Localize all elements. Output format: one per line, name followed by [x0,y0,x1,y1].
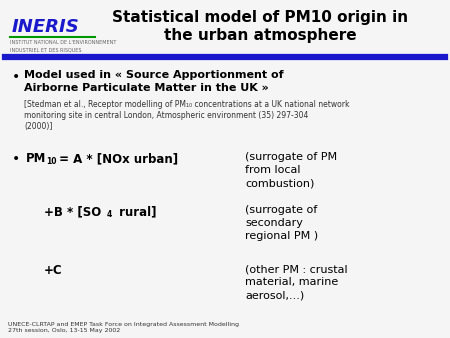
Text: +B * [SO: +B * [SO [44,205,101,218]
Text: Statistical model of PM10 origin in: Statistical model of PM10 origin in [112,10,408,25]
Text: 10: 10 [46,157,57,166]
Text: [Stedman et al., Receptor modelling of PM₁₀ concentrations at a UK national netw: [Stedman et al., Receptor modelling of P… [24,100,350,131]
Text: (surrogate of
secondary
regional PM ): (surrogate of secondary regional PM ) [245,205,318,241]
Text: 4: 4 [107,210,112,219]
Text: INDUSTRIEL ET DES RISQUES: INDUSTRIEL ET DES RISQUES [10,47,81,52]
Text: •: • [12,70,20,84]
Text: the urban atmosphere: the urban atmosphere [164,28,356,43]
Text: (other PM : crustal
material, marine
aerosol,...): (other PM : crustal material, marine aer… [245,264,347,300]
Text: Model used in « Source Apportionment of
Airborne Particulate Matter in the UK »: Model used in « Source Apportionment of … [24,70,284,93]
Text: +C: +C [44,264,63,277]
Text: PM: PM [26,152,46,165]
Text: INSTITUT NATIONAL DE L'ENVIRONNEMENT: INSTITUT NATIONAL DE L'ENVIRONNEMENT [10,40,117,45]
Text: = A * [NOx urban]: = A * [NOx urban] [55,152,178,165]
Text: UNECE-CLRTAP and EMEP Task Force on Integrated Assessment Modelling
27th session: UNECE-CLRTAP and EMEP Task Force on Inte… [8,322,239,333]
Text: •: • [12,152,20,166]
Text: rural]: rural] [115,205,157,218]
Text: INERIS: INERIS [12,18,80,36]
Text: (surrogate of PM
from local
combustion): (surrogate of PM from local combustion) [245,152,337,188]
